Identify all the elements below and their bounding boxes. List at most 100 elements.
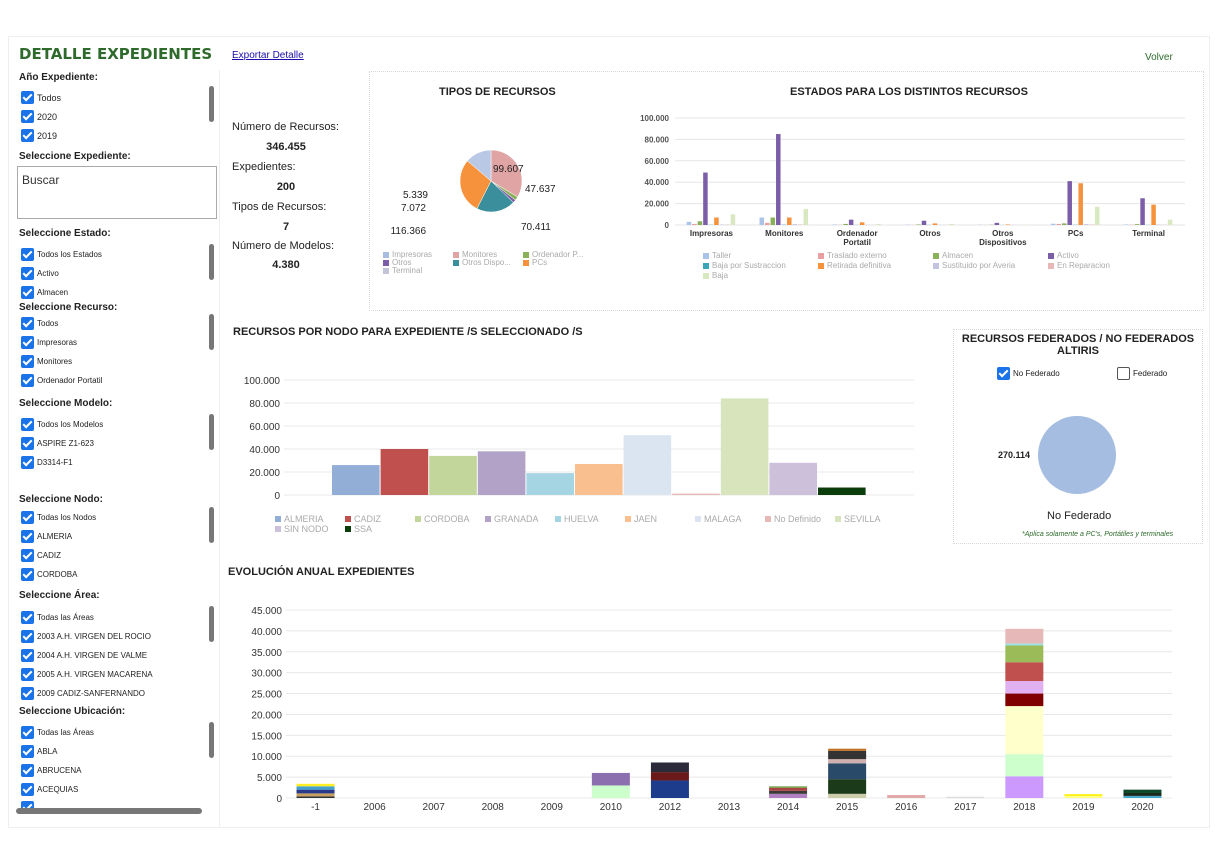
legend-item[interactable]: Otros [383, 258, 412, 267]
checkbox[interactable] [21, 745, 34, 758]
bar [526, 473, 574, 495]
recurso-option[interactable]: Impresoras [21, 336, 77, 349]
recurso-scrollbar[interactable] [209, 314, 214, 350]
anio-option[interactable]: 2020 [21, 110, 57, 123]
nodo-option[interactable]: CADIZ [21, 549, 61, 562]
legend-item[interactable]: Taller [703, 251, 731, 260]
area-option[interactable]: 2004 A.H. VIRGEN DE VALME [21, 649, 147, 662]
anio-option[interactable]: 2019 [21, 129, 57, 142]
nodo-option[interactable]: ALMERIA [21, 530, 72, 543]
estado-option[interactable]: Activo [21, 267, 59, 280]
ubicacion-scrollbar[interactable] [209, 722, 214, 758]
checkbox[interactable] [21, 129, 34, 142]
modelo-option[interactable]: Todos los Modelos [21, 418, 103, 431]
legend-item[interactable]: Impresoras [383, 250, 432, 259]
nodo-option[interactable]: Todas los Nodos [21, 511, 96, 524]
checkbox[interactable] [21, 110, 34, 123]
estado-option[interactable]: Todos los Estados [21, 248, 102, 261]
area-scrollbar[interactable] [209, 606, 214, 642]
ubicacion-option[interactable]: ABRUCENA [21, 764, 81, 777]
legend-item[interactable]: Almacen [933, 251, 973, 260]
area-option[interactable]: 2009 CADIZ-SANFERNANDO [21, 687, 145, 700]
checkbox[interactable] [21, 530, 34, 543]
stack-segment [650, 762, 689, 773]
nodo-option[interactable]: CORDOBA [21, 568, 77, 581]
bar [770, 217, 776, 225]
federado-filter[interactable]: Federado [1117, 367, 1167, 380]
checkbox[interactable] [21, 783, 34, 796]
legend-item[interactable]: Traslado externo [818, 251, 887, 260]
tipos-recursos-legend: Impresoras Monitores Ordenador P... Otros Ot… [383, 250, 603, 280]
anio-option[interactable]: Todos [21, 91, 61, 104]
legend-item[interactable]: Activo [1048, 251, 1079, 260]
recurso-option[interactable]: Ordenador Portatil [21, 374, 102, 387]
legend-item[interactable]: JAEN [625, 514, 657, 524]
checkbox[interactable] [1117, 367, 1130, 380]
area-option[interactable]: 2003 A.H. VIRGEN DEL ROCIO [21, 630, 151, 643]
ubicacion-option[interactable]: ABLA [21, 745, 57, 758]
legend-item[interactable]: SIN NODO [275, 524, 329, 534]
checkbox[interactable] [21, 91, 34, 104]
sidebar-horizontal-scrollbar[interactable] [16, 808, 202, 814]
legend-item[interactable]: SEVILLA [835, 514, 881, 524]
checkbox[interactable] [21, 611, 34, 624]
legend-item[interactable]: PCs [523, 258, 547, 267]
checkbox[interactable] [21, 267, 34, 280]
checkbox[interactable] [21, 248, 34, 261]
legend-item[interactable]: Baja por Sustraccion [703, 261, 786, 270]
checkbox[interactable] [21, 437, 34, 450]
recurso-option[interactable]: Monitores [21, 355, 72, 368]
legend-item[interactable]: HUELVA [555, 514, 599, 524]
nodo-scrollbar[interactable] [209, 507, 214, 543]
expediente-search-input[interactable]: Buscar [17, 166, 217, 219]
legend-item[interactable]: Retirada definitiva [818, 261, 891, 270]
checkbox[interactable] [21, 374, 34, 387]
area-option[interactable]: 2005 A.H. VIRGEN MACARENA [21, 668, 153, 681]
export-detail-link[interactable]: Exportar Detalle [232, 50, 304, 61]
legend-item[interactable]: ALMERIA [275, 514, 324, 524]
legend-item[interactable]: No Definido [765, 514, 821, 524]
legend-item[interactable]: Sustituido por Averia [933, 261, 1015, 270]
checkbox[interactable] [21, 568, 34, 581]
bar [1022, 224, 1027, 225]
recurso-option[interactable]: Todos [21, 317, 58, 330]
legend-item[interactable]: Terminal [383, 266, 422, 275]
legend-item[interactable]: CADIZ [345, 514, 381, 524]
checkbox[interactable] [21, 511, 34, 524]
modelo-option[interactable]: D3314-F1 [21, 456, 73, 469]
area-option[interactable]: Todas las Áreas [21, 611, 94, 624]
legend-item[interactable]: GRANADA [485, 514, 539, 524]
back-link[interactable]: Volver [1145, 52, 1173, 63]
legend-item[interactable]: Baja [703, 271, 728, 280]
checkbox[interactable] [21, 726, 34, 739]
modelo-option[interactable]: ASPIRE Z1-623 [21, 437, 94, 450]
legend-item[interactable]: MALAGA [695, 514, 742, 524]
anio-scrollbar[interactable] [209, 86, 214, 122]
checkbox[interactable] [21, 286, 34, 299]
checkbox[interactable] [21, 764, 34, 777]
checkbox[interactable] [21, 668, 34, 681]
estado-option[interactable]: Almacen [21, 286, 68, 299]
checkbox[interactable] [21, 687, 34, 700]
no-federado-filter[interactable]: No Federado [997, 367, 1060, 380]
legend-item[interactable]: Otros Dispo... [453, 258, 511, 267]
checkbox[interactable] [997, 367, 1010, 380]
checkbox[interactable] [21, 418, 34, 431]
legend-item[interactable]: Monitores [453, 250, 497, 259]
modelo-scrollbar[interactable] [209, 414, 214, 450]
checkbox[interactable] [21, 649, 34, 662]
recurso-label: Seleccione Recurso: [19, 302, 118, 313]
legend-item[interactable]: Ordenador P... [523, 250, 583, 259]
ubicacion-option[interactable]: Todas las Áreas [21, 726, 94, 739]
legend-item[interactable]: CORDOBA [415, 514, 470, 524]
ubicacion-option[interactable]: ACEQUIAS [21, 783, 78, 796]
estado-scrollbar[interactable] [209, 244, 214, 280]
checkbox[interactable] [21, 317, 34, 330]
legend-item[interactable]: En Reparacion [1048, 261, 1110, 270]
checkbox[interactable] [21, 355, 34, 368]
checkbox[interactable] [21, 549, 34, 562]
legend-item[interactable]: SSA [345, 524, 372, 534]
checkbox[interactable] [21, 630, 34, 643]
checkbox[interactable] [21, 336, 34, 349]
checkbox[interactable] [21, 456, 34, 469]
